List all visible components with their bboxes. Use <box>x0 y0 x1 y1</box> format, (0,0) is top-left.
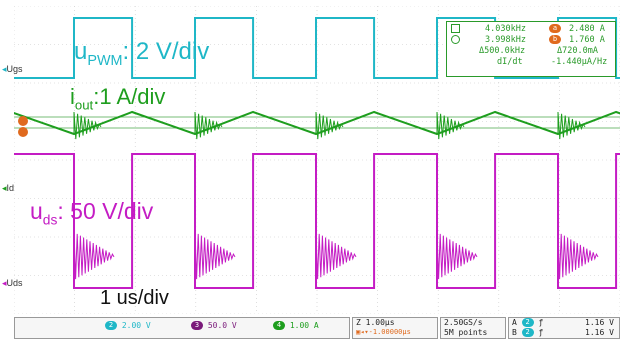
ch3-chip: 3 <box>191 321 203 330</box>
rising-edge-icon: ƒ <box>538 318 544 327</box>
cur-a-readout: 2.480 A <box>569 24 605 34</box>
ch2-scale: 2.00 V <box>121 321 151 330</box>
uds-label-text: Uds <box>6 278 23 288</box>
uds-ringing <box>436 231 478 288</box>
id-ringing <box>557 111 586 140</box>
status-bar: 2 2.00 V 3 50.0 V 4 1.00 A Z 1.00μs ▣◂▾-… <box>14 317 620 339</box>
uds-waveform <box>14 153 620 289</box>
cursor-b-chip: b <box>549 35 561 44</box>
dcur-readout: Δ720.0mA <box>557 46 598 56</box>
iout-annotation: iout:1 A/div <box>70 84 166 113</box>
uds-annotation: uds: 50 V/div <box>30 198 154 228</box>
didt-readout: -1.440μA/Hz <box>551 57 608 67</box>
trigger-b-label: B <box>512 328 517 337</box>
id-label-text: Id <box>6 183 15 193</box>
record-length-readout: 5M points <box>444 328 488 337</box>
cursor-measurement-panel: 4.030kHz 3.998kHz Δ500.0kHz dI/dt a b 2.… <box>446 21 616 77</box>
uds-ringing <box>73 231 115 288</box>
ch4-chip: 4 <box>273 321 285 330</box>
ugs-label-text: Ugs <box>6 64 23 74</box>
zoom-icon: Z <box>356 318 361 327</box>
id-ringing <box>315 111 344 140</box>
timebase-annotation: 1 us/div <box>100 287 169 309</box>
upwm-annotation: uPWM: 2 V/div <box>74 38 210 69</box>
cursor-circle-icon <box>451 35 460 44</box>
trigger-box[interactable]: A 2 ƒ 1.16 V B 2 ƒ 1.16 V <box>508 317 620 339</box>
didt-label: dI/dt <box>497 57 523 67</box>
cursor-a-marker <box>18 116 28 126</box>
ugs-waveform <box>14 17 620 79</box>
freq2-readout: 3.998kHz <box>485 35 526 45</box>
cursor-a-chip: a <box>549 24 561 33</box>
uds-ringing <box>315 231 357 288</box>
trigger-b-level: 1.16 V <box>585 328 614 337</box>
ch3-scale: 50.0 V <box>207 321 237 330</box>
uds-ringing <box>194 231 236 288</box>
ugs-channel-label: ◂Ugs <box>2 64 23 74</box>
channel-scales-box[interactable]: 2 2.00 V 3 50.0 V 4 1.00 A <box>14 317 350 339</box>
rising-edge-icon-b: ƒ <box>538 328 544 337</box>
timebase-readout: 1.00μs <box>365 318 395 327</box>
acquisition-box[interactable]: 2.50GS/s 5M points <box>440 317 506 339</box>
delay-readout: -1.00000μs <box>368 328 411 336</box>
waveform-traces <box>14 17 620 289</box>
id-ringing <box>436 111 465 140</box>
uds-ringing <box>557 231 599 288</box>
freq1-readout: 4.030kHz <box>485 24 526 34</box>
ch2-chip: 2 <box>105 321 117 330</box>
delay-icon: ▣◂▾ <box>356 328 369 336</box>
ch4-scale: 1.00 A <box>289 321 319 330</box>
dfreq-readout: Δ500.0kHz <box>479 46 526 56</box>
trigger-a-label: A <box>512 318 517 327</box>
horizontal-box[interactable]: Z 1.00μs ▣◂▾-1.00000μs <box>352 317 438 339</box>
cursor-b-marker <box>18 127 28 137</box>
cur-b-readout: 1.760 A <box>569 35 605 45</box>
trigger-b-chip: 2 <box>521 328 534 337</box>
id-ringing <box>194 111 223 140</box>
uds-channel-label: ◂Uds <box>2 278 23 288</box>
sample-rate-readout: 2.50GS/s <box>444 318 483 327</box>
id-ringing <box>73 111 102 140</box>
trigger-a-chip: 2 <box>521 318 534 327</box>
cursor-square-icon <box>451 24 460 33</box>
id-waveform <box>14 110 620 136</box>
id-channel-label: ◂Id <box>2 183 15 193</box>
trigger-a-level: 1.16 V <box>585 318 614 327</box>
